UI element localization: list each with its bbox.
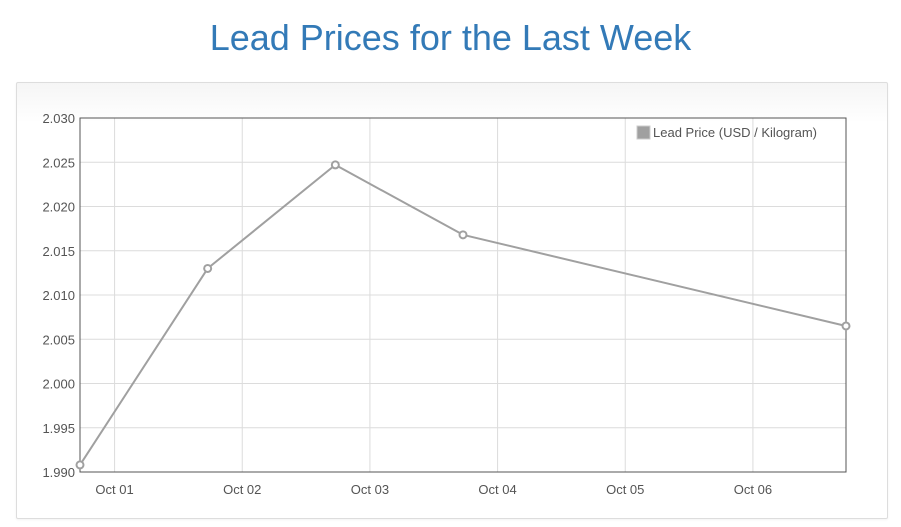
legend[interactable]: Lead Price (USD / Kilogram) xyxy=(636,125,817,140)
legend-swatch xyxy=(636,125,651,140)
y-tick-label: 2.025 xyxy=(42,155,75,170)
data-point[interactable] xyxy=(75,460,85,470)
x-tick-label: Oct 03 xyxy=(351,482,389,497)
lead-price-chart: 1.990 1.995 2.000 2.005 2.010 2.015 2.020 2.025… xyxy=(42,111,851,497)
data-point[interactable] xyxy=(203,263,213,273)
y-tick-label: 2.005 xyxy=(42,332,75,347)
series-line xyxy=(79,163,847,466)
x-tick-label: Oct 01 xyxy=(95,482,133,497)
page-title: Lead Prices for the Last Week xyxy=(209,17,692,58)
data-point[interactable] xyxy=(330,160,340,170)
legend-label: Lead Price (USD / Kilogram) xyxy=(653,125,817,140)
series-layer xyxy=(75,160,851,470)
x-tick-label: Oct 05 xyxy=(606,482,644,497)
x-tick-label: Oct 04 xyxy=(478,482,516,497)
y-tick-label: 2.015 xyxy=(42,244,75,259)
y-tick-label: 1.995 xyxy=(42,421,75,436)
axes: 1.990 1.995 2.000 2.005 2.010 2.015 2.020 2.025… xyxy=(42,111,847,497)
y-tick-label: 2.000 xyxy=(42,377,75,392)
y-tick-label: 2.020 xyxy=(42,200,75,215)
y-tick-label: 2.010 xyxy=(42,288,75,303)
plot-border xyxy=(79,117,847,473)
data-point[interactable] xyxy=(841,321,851,331)
y-tick-label: 1.990 xyxy=(42,465,75,480)
data-point[interactable] xyxy=(458,230,468,240)
y-tick-label: 2.030 xyxy=(42,111,75,126)
grid-lines xyxy=(80,117,846,473)
chart-panel: 1.990 1.995 2.000 2.005 2.010 2.015 2.020 2.025… xyxy=(16,82,888,519)
x-tick-label: Oct 06 xyxy=(734,482,772,497)
x-tick-label: Oct 02 xyxy=(223,482,261,497)
